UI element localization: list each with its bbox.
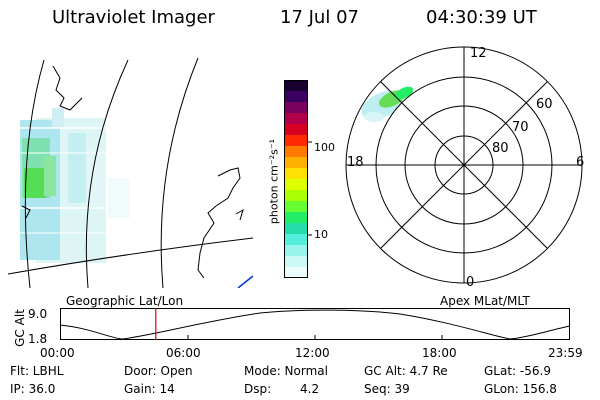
colorbar-segment	[284, 245, 308, 257]
x-tick-0000: 00:00	[40, 346, 75, 360]
colorbar-unit-label: photon cm⁻²s⁻¹	[267, 138, 281, 225]
date-label: 17 Jul 07	[280, 7, 359, 28]
colorbar	[284, 80, 312, 279]
y-tick-1-8: 1.8	[28, 332, 48, 346]
aurora-polar-emission	[361, 86, 414, 122]
status-dsp-label: Dsp:	[244, 382, 272, 396]
colorbar-segment	[284, 201, 308, 213]
colorbar-segment	[284, 113, 308, 125]
status-ip: IP: 36.0	[10, 382, 56, 396]
status-glat: GLat: -56.9	[484, 364, 551, 378]
colorbar-segment	[284, 179, 308, 191]
colorbar-segment	[284, 212, 308, 224]
colorbar-tick-100: 100	[314, 141, 335, 154]
colorbar-segment	[284, 190, 308, 202]
apex-mlat-mlt-label: Apex MLat/MLT	[440, 294, 530, 308]
status-seq: Seq: 39	[364, 382, 410, 396]
mlt-label-0: 0	[466, 275, 475, 290]
colorbar-segment	[284, 146, 308, 158]
lat-lon-grid	[8, 57, 253, 288]
status-gain: Gain: 14	[124, 382, 175, 396]
geographic-map	[8, 57, 253, 288]
mlt-label-6: 6	[576, 155, 585, 170]
instrument-title: Ultraviolet Imager	[52, 7, 215, 28]
y-tick-9: 9.0	[28, 307, 48, 321]
colorbar-segment	[284, 267, 308, 279]
mlt-label-18: 18	[347, 155, 364, 170]
lat-label-70: 70	[512, 120, 529, 135]
polar-mlat-mlt-plot	[345, 46, 583, 284]
x-tick-1200: 12:00	[295, 346, 330, 360]
status-gc-alt: GC Alt: 4.7 Re	[364, 364, 448, 378]
gc-alt-axis-label: GC Alt	[13, 309, 27, 347]
geographic-lat-lon-label: Geographic Lat/Lon	[66, 294, 184, 308]
x-tick-2359: 23:59	[548, 346, 583, 360]
aurora-emission-region	[16, 108, 130, 263]
lat-label-60: 60	[536, 97, 553, 112]
colorbar-segment	[284, 80, 308, 92]
colorbar-segment	[284, 124, 308, 136]
colorbar-segment	[284, 157, 308, 169]
colorbar-segment	[284, 91, 308, 103]
mlt-label-12: 12	[470, 46, 487, 61]
colorbar-segment	[284, 256, 308, 268]
colorbar-segment	[284, 223, 308, 235]
x-tick-1800: 18:00	[422, 346, 457, 360]
colorbar-segment	[284, 234, 308, 246]
status-mode: Mode: Normal	[244, 364, 328, 378]
status-dsp-value: 4.2	[300, 382, 320, 396]
status-glon: GLon: 156.8	[484, 382, 557, 396]
x-tick-0600: 06:00	[166, 346, 201, 360]
status-door: Door: Open	[124, 364, 193, 378]
colorbar-segment	[284, 135, 308, 147]
time-label: 04:30:39 UT	[426, 7, 537, 28]
colorbar-segment	[284, 102, 308, 114]
colorbar-tick-10: 10	[314, 228, 328, 241]
colorbar-segment	[284, 168, 308, 180]
coastline	[21, 65, 244, 279]
altitude-timeline	[59, 308, 571, 340]
lat-label-80: 80	[492, 141, 509, 156]
status-flt: Flt: LBHL	[10, 364, 64, 378]
